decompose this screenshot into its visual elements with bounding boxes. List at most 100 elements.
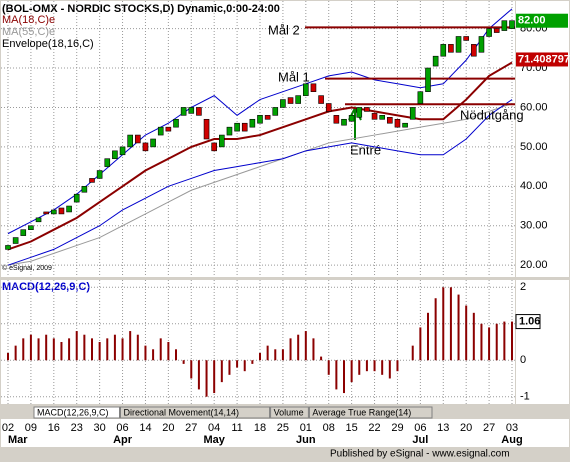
candle bbox=[264, 115, 271, 120]
candle bbox=[509, 20, 515, 29]
month-label: May bbox=[203, 434, 225, 446]
macd-bar bbox=[60, 342, 63, 361]
candle bbox=[196, 107, 202, 116]
candle bbox=[188, 107, 195, 114]
macd-bar bbox=[213, 360, 216, 394]
candle bbox=[104, 158, 111, 167]
month-label: Mar bbox=[8, 434, 28, 446]
macd-bar bbox=[91, 338, 93, 361]
candle bbox=[20, 229, 27, 236]
price-axis bbox=[516, 1, 569, 277]
tab-label: Volume bbox=[274, 407, 304, 417]
macd-bar bbox=[236, 360, 239, 368]
macd-bar bbox=[266, 345, 269, 361]
macd-bar bbox=[503, 321, 506, 361]
macd-panel bbox=[1, 280, 515, 404]
x-tick-label: 01 bbox=[300, 422, 312, 434]
candle bbox=[272, 107, 279, 116]
candle bbox=[226, 126, 233, 136]
x-tick-label: 13 bbox=[437, 422, 449, 434]
candle bbox=[287, 97, 294, 104]
macd-bar bbox=[136, 334, 139, 361]
y-tick-label: 2 bbox=[520, 281, 526, 293]
tab-label: MACD(12,26,9,C) bbox=[37, 407, 109, 417]
macd-bar bbox=[396, 360, 399, 372]
candle bbox=[463, 36, 469, 41]
month-label: Apr bbox=[113, 434, 133, 446]
candle bbox=[150, 138, 156, 148]
macd-bar bbox=[52, 338, 55, 361]
level-label: Mål 2 bbox=[268, 22, 300, 37]
macd-bar bbox=[480, 323, 483, 361]
x-tick-label: 11 bbox=[231, 422, 242, 434]
x-tick-label: 14 bbox=[139, 422, 151, 434]
candle bbox=[28, 225, 34, 230]
candle bbox=[387, 117, 393, 124]
level-label: Mål 1 bbox=[278, 69, 310, 84]
macd-bar bbox=[388, 360, 391, 379]
tab-bg bbox=[120, 406, 271, 419]
macd-bar bbox=[129, 331, 132, 361]
x-tick-label: 20 bbox=[460, 422, 472, 434]
candle bbox=[280, 99, 286, 108]
candle bbox=[234, 122, 240, 132]
candle bbox=[43, 211, 49, 215]
macd-bar bbox=[457, 294, 460, 361]
candle bbox=[89, 178, 95, 183]
y-tick-label: 30.00 bbox=[520, 220, 548, 232]
candle bbox=[66, 205, 72, 213]
tab[interactable]: Average True Range(14) bbox=[308, 406, 433, 419]
last-price: 82.00 bbox=[518, 15, 546, 27]
candle bbox=[112, 150, 118, 160]
chart-title: (BOL-OMX - NORDIC STOCKS,D) Dynamic,0:00… bbox=[2, 3, 280, 15]
macd-bar bbox=[442, 287, 445, 361]
tab[interactable]: MACD(12,26,9,C) bbox=[33, 406, 120, 419]
candle bbox=[348, 115, 355, 122]
macd-bar bbox=[274, 349, 277, 361]
x-tick-label: 04 bbox=[208, 422, 220, 434]
macd-bar bbox=[121, 338, 124, 361]
macd-bar bbox=[45, 334, 48, 361]
macd-bar bbox=[243, 360, 246, 372]
macd-bar bbox=[68, 338, 71, 361]
candle bbox=[493, 28, 500, 33]
macd-bar bbox=[7, 352, 9, 361]
candle bbox=[12, 237, 19, 244]
macd-axis bbox=[516, 280, 569, 404]
macd-bar bbox=[350, 360, 353, 383]
candle bbox=[135, 134, 141, 144]
macd-bar bbox=[327, 360, 330, 375]
copyright: © eSignal, 2009 bbox=[2, 264, 52, 272]
macd-bar bbox=[488, 327, 491, 361]
tab-label: Directional Movement(14,14) bbox=[124, 407, 240, 417]
candle bbox=[440, 44, 447, 57]
macd-bar bbox=[297, 334, 300, 361]
macd-bar bbox=[427, 312, 429, 361]
macd-tag-bg bbox=[515, 314, 541, 330]
x-tick-label: 03 bbox=[506, 422, 518, 434]
candle bbox=[402, 122, 408, 128]
macd-bar bbox=[205, 360, 208, 397]
month-label: Aug bbox=[501, 434, 522, 446]
macd-bar bbox=[220, 360, 223, 383]
macd-bar bbox=[411, 345, 414, 361]
macd-bar bbox=[495, 323, 498, 361]
macd-bar bbox=[343, 360, 345, 394]
candle bbox=[325, 103, 332, 112]
tab[interactable]: Directional Movement(14,14) bbox=[120, 406, 271, 419]
ma-tag-bg bbox=[516, 52, 568, 67]
macd-bar bbox=[358, 360, 361, 375]
candle bbox=[119, 146, 126, 156]
candle bbox=[96, 170, 103, 179]
candle bbox=[5, 245, 11, 250]
footer: Published by eSignal - www.esignal.com bbox=[330, 449, 510, 460]
macd-bar bbox=[22, 338, 25, 361]
candle bbox=[249, 118, 256, 128]
candle bbox=[486, 28, 492, 37]
tab-bg bbox=[33, 406, 120, 419]
tab[interactable]: Volume bbox=[270, 406, 309, 419]
candle bbox=[165, 126, 172, 132]
macd-bar bbox=[373, 360, 376, 372]
macd-bar bbox=[381, 360, 384, 375]
candle bbox=[448, 44, 454, 53]
